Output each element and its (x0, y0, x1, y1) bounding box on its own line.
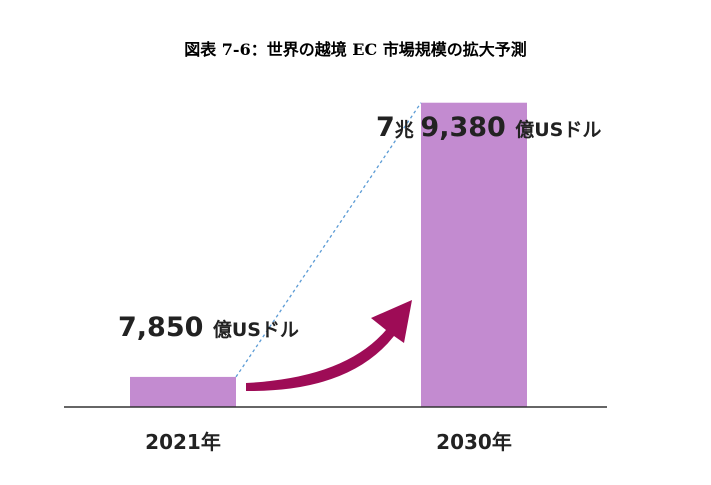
growth-arrow (246, 300, 412, 392)
bar-1 (421, 102, 527, 408)
data-label-1: 7兆 9,380 億USドル (376, 112, 601, 143)
dashed-connector (235, 102, 422, 378)
x-tick-label-0: 2021年 (145, 430, 221, 454)
bar-0 (130, 376, 236, 407)
x-tick-label-1: 2030年 (436, 430, 512, 454)
data-label-0: 7,850 億USドル (118, 312, 299, 343)
chart-title: 図表 7-6：世界の越境 EC 市場規模の拡大予測 (184, 40, 527, 59)
